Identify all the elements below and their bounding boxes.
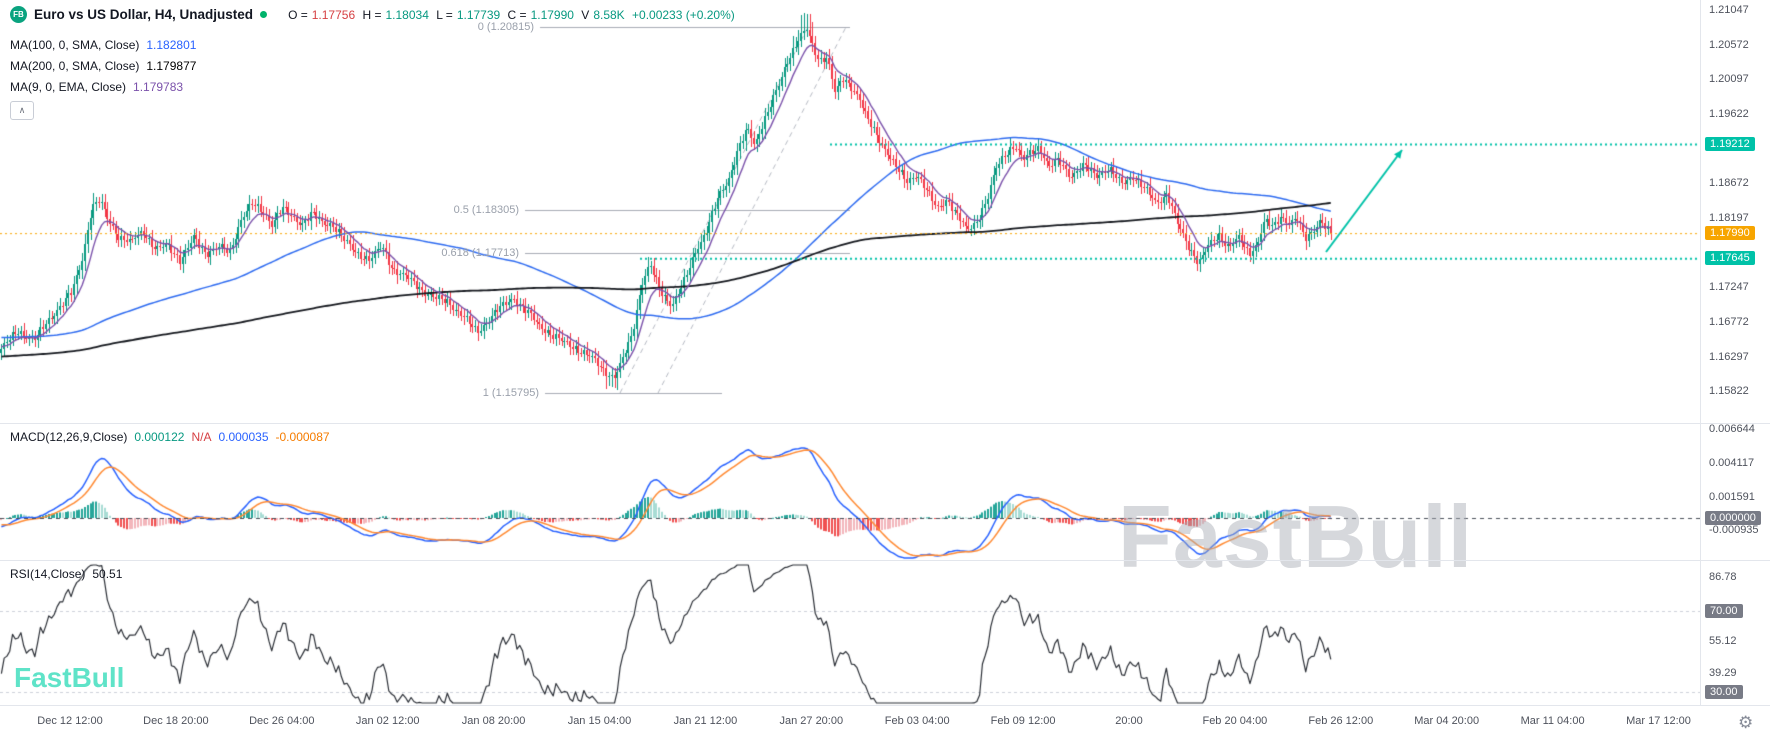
high-label: H = [362, 7, 382, 22]
time-axis-label: Dec 12 12:00 [37, 715, 103, 727]
rsi-axis-label: 86.78 [1709, 571, 1737, 584]
macd-line-value: 0.000035 [218, 430, 269, 444]
macd-legend[interactable]: MACD(12,26,9,Close) 0.000122 N/A 0.000035 -0… [10, 430, 337, 444]
fastbull-symbol-logo-icon[interactable]: FB [10, 6, 27, 23]
high-value: 1.18034 [385, 7, 429, 22]
rsi-axis-label: 39.29 [1709, 667, 1737, 680]
macd-axis-label: -0.000935 [1709, 524, 1759, 537]
time-axis-label: Dec 18 20:00 [143, 715, 209, 727]
price-axis-badge: 1.19212 [1705, 136, 1755, 151]
panel-separator [0, 560, 1770, 561]
open-value: 1.17756 [311, 7, 356, 22]
price-axis-badge: 1.17645 [1705, 251, 1755, 266]
low-label: L = [436, 7, 453, 22]
time-axis-label: Jan 02 12:00 [355, 715, 420, 727]
macd-na-value: N/A [191, 430, 212, 444]
time-axis-label: Mar 11 04:00 [1520, 715, 1585, 727]
time-axis-label: Jan 15 04:00 [567, 715, 632, 727]
time-axis-label: Mar 17 12:00 [1626, 715, 1691, 727]
change-value: +0.00233 (+0.20%) [632, 7, 735, 22]
time-axis-label: Feb 09 12:00 [990, 715, 1056, 727]
panel-separator [0, 705, 1770, 706]
macd-axis-label: 0.001591 [1709, 490, 1755, 503]
price-axis-label: 1.16772 [1709, 316, 1749, 329]
price-axis-label: 1.18197 [1709, 212, 1749, 225]
macd-hist-value: 0.000122 [134, 430, 185, 444]
low-value: 1.17739 [456, 7, 501, 22]
macd-axis-label: 0.006644 [1709, 423, 1755, 436]
collapse-indicators-button[interactable]: ∧ [10, 101, 34, 120]
time-axis-label: Feb 03 04:00 [884, 715, 950, 727]
ma200-value: 1.179877 [146, 59, 197, 73]
time-axis-label: Feb 20 04:00 [1202, 715, 1268, 727]
ema9-legend[interactable]: MA(9, 0, EMA, Close) 1.179783 [10, 80, 183, 94]
ohlc-readout: O = 1.17756 H = 1.18034 L = 1.17739 C = 1.17… [288, 8, 739, 22]
time-axis-label: 20:00 [1115, 715, 1143, 727]
macd-signal-value: -0.000087 [275, 430, 330, 444]
price-axis-label: 1.21047 [1709, 4, 1749, 16]
ema9-value: 1.179783 [133, 80, 184, 94]
time-axis-label: Jan 27 20:00 [779, 715, 844, 727]
rsi-axis-label: 55.12 [1709, 635, 1737, 648]
price-axis-label: 1.15822 [1709, 385, 1749, 398]
time-axis-label: Dec 26 04:00 [249, 715, 315, 727]
rsi-band-badge: 30.00 [1705, 685, 1743, 699]
panel-separator [0, 423, 1770, 424]
chart-canvas[interactable] [0, 0, 1700, 706]
symbol-title[interactable]: Euro vs US Dollar, H4, Unadjusted [34, 7, 254, 22]
macd-zero-badge: 0.000000 [1705, 511, 1761, 525]
price-scale-axis[interactable]: 1.21047 1.20572 1.20097 1.19622 1.19212 1.186… [1700, 0, 1770, 706]
market-open-dot-icon [260, 11, 268, 18]
symbol-header: FB Euro vs US Dollar, H4, Unadjusted O =… [10, 6, 739, 23]
ma200-legend[interactable]: MA(200, 0, SMA, Close) 1.179877 [10, 59, 196, 73]
open-label: O = [288, 7, 308, 22]
time-axis-label: Mar 04 20:00 [1414, 715, 1480, 727]
rsi-value: 50.51 [92, 567, 123, 581]
time-axis-label: Jan 08 20:00 [461, 715, 526, 727]
rsi-legend[interactable]: RSI(14,Close) 50.51 [10, 567, 129, 581]
volume-label: V [581, 7, 590, 22]
ma100-label: MA(100, 0, SMA, Close) [10, 38, 140, 52]
time-axis-label: Feb 26 12:00 [1308, 715, 1374, 727]
rsi-band-badge: 70.00 [1705, 604, 1743, 618]
macd-label: MACD(12,26,9,Close) [10, 430, 128, 444]
price-axis-label: 1.17247 [1709, 281, 1749, 294]
time-axis-label: Jan 21 12:00 [673, 715, 738, 727]
price-axis-label: 1.18672 [1709, 177, 1749, 190]
close-label: C = [507, 7, 527, 22]
close-value: 1.17990 [530, 7, 574, 22]
price-axis-label: 1.20572 [1709, 38, 1749, 51]
price-axis-label: 1.16297 [1709, 350, 1749, 363]
rsi-label: RSI(14,Close) [10, 567, 86, 581]
ema9-label: MA(9, 0, EMA, Close) [10, 80, 127, 94]
time-scale-axis[interactable]: Dec 12 12:00 Dec 18 20:00 Dec 26 04:00 Jan … [0, 706, 1770, 742]
ma100-value: 1.182801 [146, 38, 197, 52]
price-axis-label: 1.19622 [1709, 108, 1749, 120]
macd-axis-label: 0.004117 [1709, 457, 1755, 470]
ma200-label: MA(200, 0, SMA, Close) [10, 59, 140, 73]
volume-value: 8.58K [593, 7, 625, 22]
price-axis-badge: 1.17990 [1705, 226, 1755, 241]
price-axis-label: 1.20097 [1709, 73, 1749, 86]
ma100-legend[interactable]: MA(100, 0, SMA, Close) 1.182801 [10, 38, 196, 52]
settings-gear-icon[interactable]: ⚙ [1738, 713, 1754, 732]
